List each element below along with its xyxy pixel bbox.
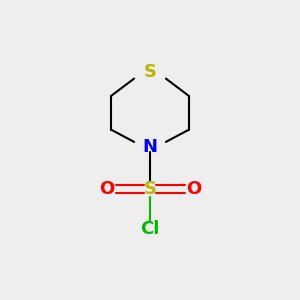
Text: S: S — [143, 63, 157, 81]
Text: Cl: Cl — [140, 220, 160, 238]
Text: O: O — [186, 180, 201, 198]
Text: S: S — [143, 180, 157, 198]
Text: N: N — [142, 138, 158, 156]
Text: O: O — [99, 180, 114, 198]
